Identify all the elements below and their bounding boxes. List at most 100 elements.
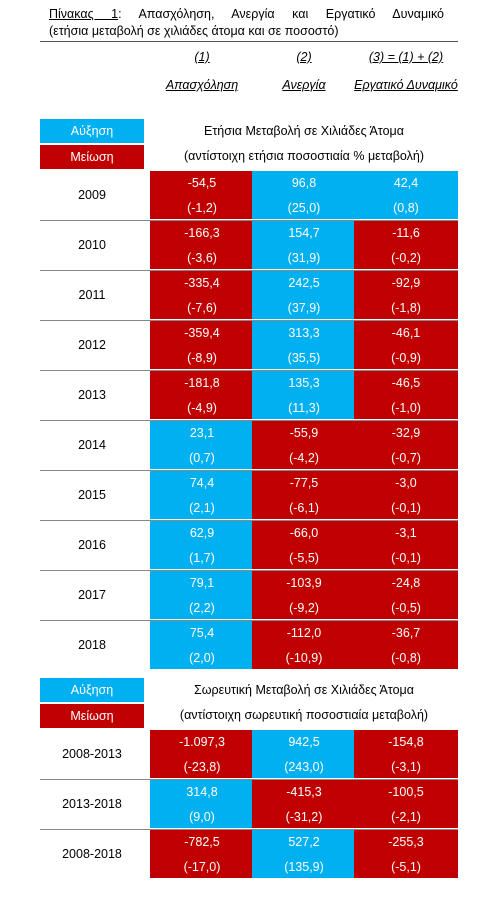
table-cell: -100,5 (-2,1) [354, 780, 458, 828]
legend-increase: Αύξηση [40, 119, 144, 143]
cell-value: -54,5 [187, 176, 217, 190]
cell-percent: (2,2) [189, 601, 215, 615]
cell-percent: (135,9) [284, 860, 324, 874]
row-label: 2012 [78, 338, 106, 352]
row-divider [40, 570, 458, 571]
table-cell: -36,7 (-0,8) [354, 621, 458, 669]
cell-value: -335,4 [184, 276, 220, 290]
row-label: 2014 [78, 438, 106, 452]
cell-percent: (-0,1) [391, 551, 421, 565]
section1-subheading: (αντίστοιχη ετήσια ποσοστιαία % μεταβολή… [183, 149, 424, 163]
cell-value: -92,9 [391, 276, 421, 290]
cell-percent: (1,7) [189, 551, 215, 565]
row-label: 2008-2013 [62, 747, 122, 761]
table-cell: 74,4 (2,1) [150, 471, 254, 519]
cell-percent: (-3,1) [391, 760, 421, 774]
cell-percent: (-10,9) [285, 651, 323, 665]
cell-value: -46,5 [391, 376, 421, 390]
cell-percent: (-7,6) [187, 301, 217, 315]
row-label: 2013 [78, 388, 106, 402]
row-label: 2016 [78, 538, 106, 552]
col3-name: Εργατικό Δυναμικό [354, 78, 458, 92]
cell-percent: (243,0) [284, 760, 324, 774]
table-cell: -46,5 (-1,0) [354, 371, 458, 419]
col2-name: Ανεργία [282, 78, 326, 92]
col3-number: (3) = (1) + (2) [368, 50, 444, 64]
section2-heading: Σωρευτική Μεταβολή σε Χιλιάδες Άτομα [194, 683, 414, 697]
table-cell: 313,3 (35,5) [252, 321, 356, 369]
table-cell: -11,6 (-0,2) [354, 221, 458, 269]
table-cell: 62,9 (1,7) [150, 521, 254, 569]
table-cell: -66,0 (-5,5) [252, 521, 356, 569]
table-cell: -55,9 (-4,2) [252, 421, 356, 469]
cell-value: 79,1 [189, 576, 215, 590]
cell-percent: (-8,9) [187, 351, 217, 365]
col1-name: Απασχόληση [165, 78, 239, 92]
cell-value: 42,4 [393, 176, 419, 190]
table-cell: -103,9 (-9,2) [252, 571, 356, 619]
cell-value: -24,8 [391, 576, 421, 590]
col2-number: (2) [296, 50, 312, 64]
cell-percent: (-9,2) [289, 601, 319, 615]
legend-increase-cumulative: Αύξηση [40, 678, 144, 702]
cell-percent: (-1,0) [391, 401, 421, 415]
table-cell: 154,7 (31,9) [252, 221, 356, 269]
table-cell: 942,5 (243,0) [252, 730, 356, 778]
cell-value: 74,4 [189, 476, 215, 490]
table-cell: -1.097,3 (-23,8) [150, 730, 254, 778]
row-divider [40, 270, 458, 271]
table-cell: -3,1 (-0,1) [354, 521, 458, 569]
cell-value: -166,3 [184, 226, 220, 240]
table-cell: -359,4 (-8,9) [150, 321, 254, 369]
legend-decrease-cumulative: Μείωση [40, 704, 144, 728]
table-cell: -112,0 (-10,9) [252, 621, 356, 669]
table-cell: 23,1 (0,7) [150, 421, 254, 469]
cell-value: -181,8 [184, 376, 220, 390]
cell-value: 23,1 [189, 426, 215, 440]
cell-value: 96,8 [291, 176, 317, 190]
cell-value: 242,5 [288, 276, 320, 290]
cell-value: -100,5 [388, 785, 424, 799]
table-title-prefix: Πίνακας 1 [49, 7, 119, 21]
cell-percent: (25,0) [287, 201, 321, 215]
table-cell: -46,1 (-0,9) [354, 321, 458, 369]
cell-percent: (-1,2) [187, 201, 217, 215]
row-label: 2017 [78, 588, 106, 602]
cell-percent: (-0,7) [391, 451, 421, 465]
row-label: 2009 [78, 188, 106, 202]
table-title-text: : Απασχόληση, Ανεργία και Εργατικό Δυναμ… [118, 7, 444, 21]
cell-value: -112,0 [286, 626, 322, 640]
table-cell: 42,4 (0,8) [354, 171, 458, 219]
table-cell: -32,9 (-0,7) [354, 421, 458, 469]
table-cell: -54,5 (-1,2) [150, 171, 254, 219]
cell-percent: (-0,2) [391, 251, 421, 265]
cell-value: -3,0 [395, 476, 417, 490]
table-cell: 314,8 (9,0) [150, 780, 254, 828]
cell-percent: (-4,9) [187, 401, 217, 415]
cell-value: -255,3 [388, 835, 424, 849]
cell-value: -154,8 [388, 735, 424, 749]
row-label: 2010 [78, 238, 106, 252]
row-divider [40, 370, 458, 371]
row-divider [40, 220, 458, 221]
legend-decrease: Μείωση [40, 145, 144, 169]
cell-value: -11,6 [392, 226, 420, 240]
cell-value: -66,0 [289, 526, 319, 540]
cell-value: 62,9 [189, 526, 215, 540]
table-cell: -181,8 (-4,9) [150, 371, 254, 419]
table-cell: 75,4 (2,0) [150, 621, 254, 669]
row-label: 2008-2018 [62, 847, 122, 861]
cell-percent: (-0,1) [391, 501, 421, 515]
row-label: 2015 [78, 488, 106, 502]
row-divider [40, 420, 458, 421]
table-cell: 96,8 (25,0) [252, 171, 356, 219]
cell-value: 942,5 [288, 735, 320, 749]
cell-value: -55,9 [289, 426, 319, 440]
cell-percent: (-5,1) [391, 860, 421, 874]
cell-percent: (35,5) [287, 351, 321, 365]
cell-value: -46,1 [391, 326, 421, 340]
cell-percent: (-17,0) [183, 860, 221, 874]
row-label: 2018 [78, 638, 106, 652]
cell-value: 314,8 [186, 785, 218, 799]
cell-value: -3,1 [395, 526, 417, 540]
